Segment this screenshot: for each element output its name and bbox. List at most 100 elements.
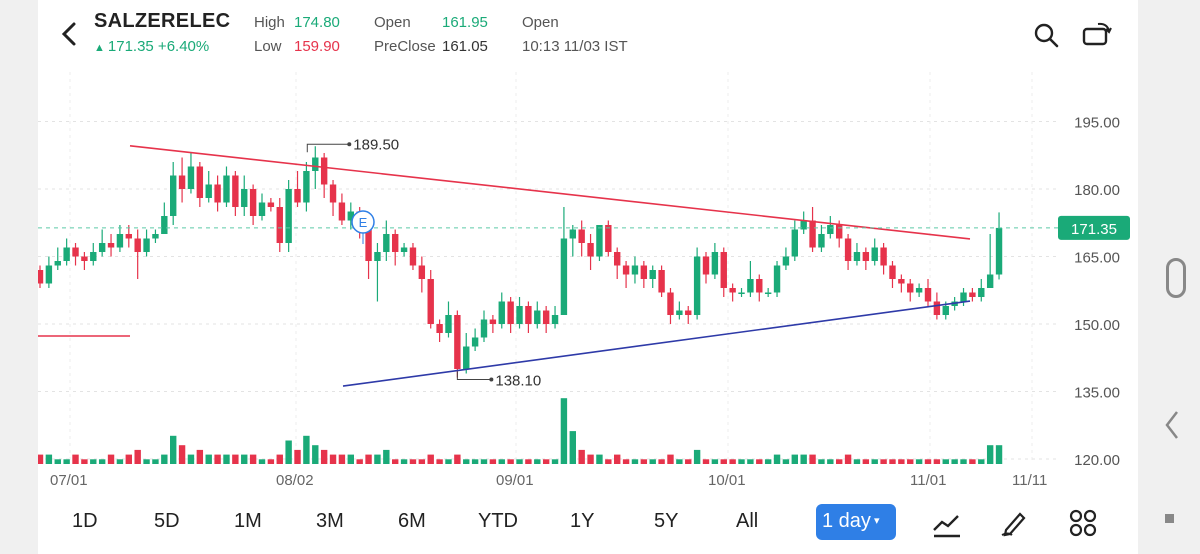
timeframe-all[interactable]: All [736, 510, 759, 532]
volume-bar [969, 459, 976, 464]
trendline-support[interactable] [342, 300, 971, 387]
candle-body [232, 175, 239, 207]
volume-bar [978, 459, 985, 464]
volume-bar [605, 459, 612, 464]
volume-bar [267, 459, 275, 464]
volume-bar [205, 454, 212, 464]
volume-bar [862, 459, 870, 464]
volume-bar [729, 459, 736, 464]
candle-body [72, 247, 79, 257]
volume-bar [329, 454, 337, 464]
volume-bar [693, 449, 701, 464]
volume-bar [400, 459, 408, 464]
volume-bar [800, 454, 807, 464]
y-tick-label: 120.00 [1074, 452, 1120, 469]
trendline-resistance[interactable] [129, 145, 971, 240]
timeframe-ytd[interactable]: YTD [478, 510, 518, 532]
candle-body [267, 202, 275, 207]
high-label: 189.50 [353, 136, 399, 153]
volume-bar [569, 431, 576, 464]
candle-body [924, 288, 932, 302]
candle-body [685, 310, 692, 315]
volume-bar [764, 459, 772, 464]
candle-body [880, 247, 887, 266]
system-nav-bar [1138, 0, 1200, 554]
nav-menu-icon[interactable] [1165, 514, 1174, 523]
candle-body [587, 243, 594, 257]
volume-bar [454, 454, 461, 464]
candle-body [383, 234, 390, 252]
timeframe-1d[interactable]: 1D [72, 510, 98, 532]
candle-body [693, 256, 701, 315]
volume-bar [995, 445, 1003, 464]
candle-body [978, 288, 985, 297]
candle-body [471, 337, 479, 347]
interval-selector[interactable]: 1 day ▾ [816, 504, 896, 540]
timeframe-5y[interactable]: 5Y [654, 510, 679, 532]
up-arrow-icon: ▲ [94, 42, 105, 54]
volume-bar [631, 459, 639, 464]
nav-back-icon[interactable] [1164, 410, 1180, 440]
candle-body [560, 238, 568, 315]
volume-bar [249, 454, 257, 464]
candle-body [516, 306, 523, 324]
candle-body [205, 184, 212, 198]
timeframe-1y[interactable]: 1Y [570, 510, 595, 532]
volume-bar [276, 454, 283, 464]
candlestick-chart[interactable]: 195.00 180.00 165.00 150.00 135.00 120.00 07/0… [36, 72, 1138, 492]
volume-bar [427, 454, 434, 464]
volume-bar [880, 459, 887, 464]
volume-bar [720, 459, 727, 464]
volume-bar [578, 449, 585, 464]
volume-bar [214, 454, 221, 464]
back-arrow-icon[interactable] [58, 20, 82, 48]
candle-body [889, 265, 896, 279]
timeframe-3m[interactable]: 3M [316, 510, 344, 532]
candle-body [676, 310, 683, 315]
volume-bar [471, 459, 479, 464]
candle-body [392, 234, 399, 252]
volume-bar [551, 459, 559, 464]
indicator-icon[interactable] [932, 510, 962, 538]
timeframe-1m[interactable]: 1M [234, 510, 262, 532]
candle-body [463, 346, 470, 369]
volume-bar [924, 459, 932, 464]
stock-symbol: SALZERELEC [94, 10, 231, 32]
timeframe-6m[interactable]: 6M [398, 510, 426, 532]
volume-bar [809, 454, 816, 464]
volume-bar [347, 454, 354, 464]
candle-body [178, 175, 186, 189]
search-icon[interactable] [1033, 22, 1059, 48]
timeframe-5d[interactable]: 5D [154, 510, 180, 532]
dropdown-arrow-icon: ▾ [873, 515, 880, 527]
low-value: 159.90 [294, 38, 340, 55]
candle-body [161, 216, 168, 234]
x-tick-label: 11/01 [910, 472, 946, 489]
candle-body [116, 234, 124, 248]
grid-menu-icon[interactable] [1068, 508, 1098, 538]
candle-body [658, 270, 665, 293]
chart-area[interactable]: 195.00 180.00 165.00 150.00 135.00 120.00 07/0… [36, 72, 1138, 492]
volume-bar [889, 459, 896, 464]
candle-body [711, 252, 719, 275]
candle-body [98, 243, 106, 252]
volume-bar [63, 459, 70, 464]
draw-tool-icon[interactable] [1000, 508, 1030, 538]
volume-bar [383, 449, 390, 464]
candle-body [418, 265, 426, 279]
nav-handle[interactable] [1166, 258, 1186, 298]
volume-bar [836, 459, 843, 464]
volume-bar [498, 459, 505, 464]
rotate-screen-icon[interactable] [1081, 20, 1113, 48]
volume-bar [667, 454, 674, 464]
open-label: Open [374, 14, 411, 31]
candle-body [569, 229, 576, 239]
volume-bar [258, 459, 266, 464]
volume-bar [338, 454, 346, 464]
candle-body [285, 189, 292, 243]
candle-body [125, 234, 132, 239]
low-label: Low [254, 38, 282, 55]
interval-label: 1 day [822, 510, 871, 532]
volume-bar [54, 459, 61, 464]
candle-body [871, 247, 878, 261]
